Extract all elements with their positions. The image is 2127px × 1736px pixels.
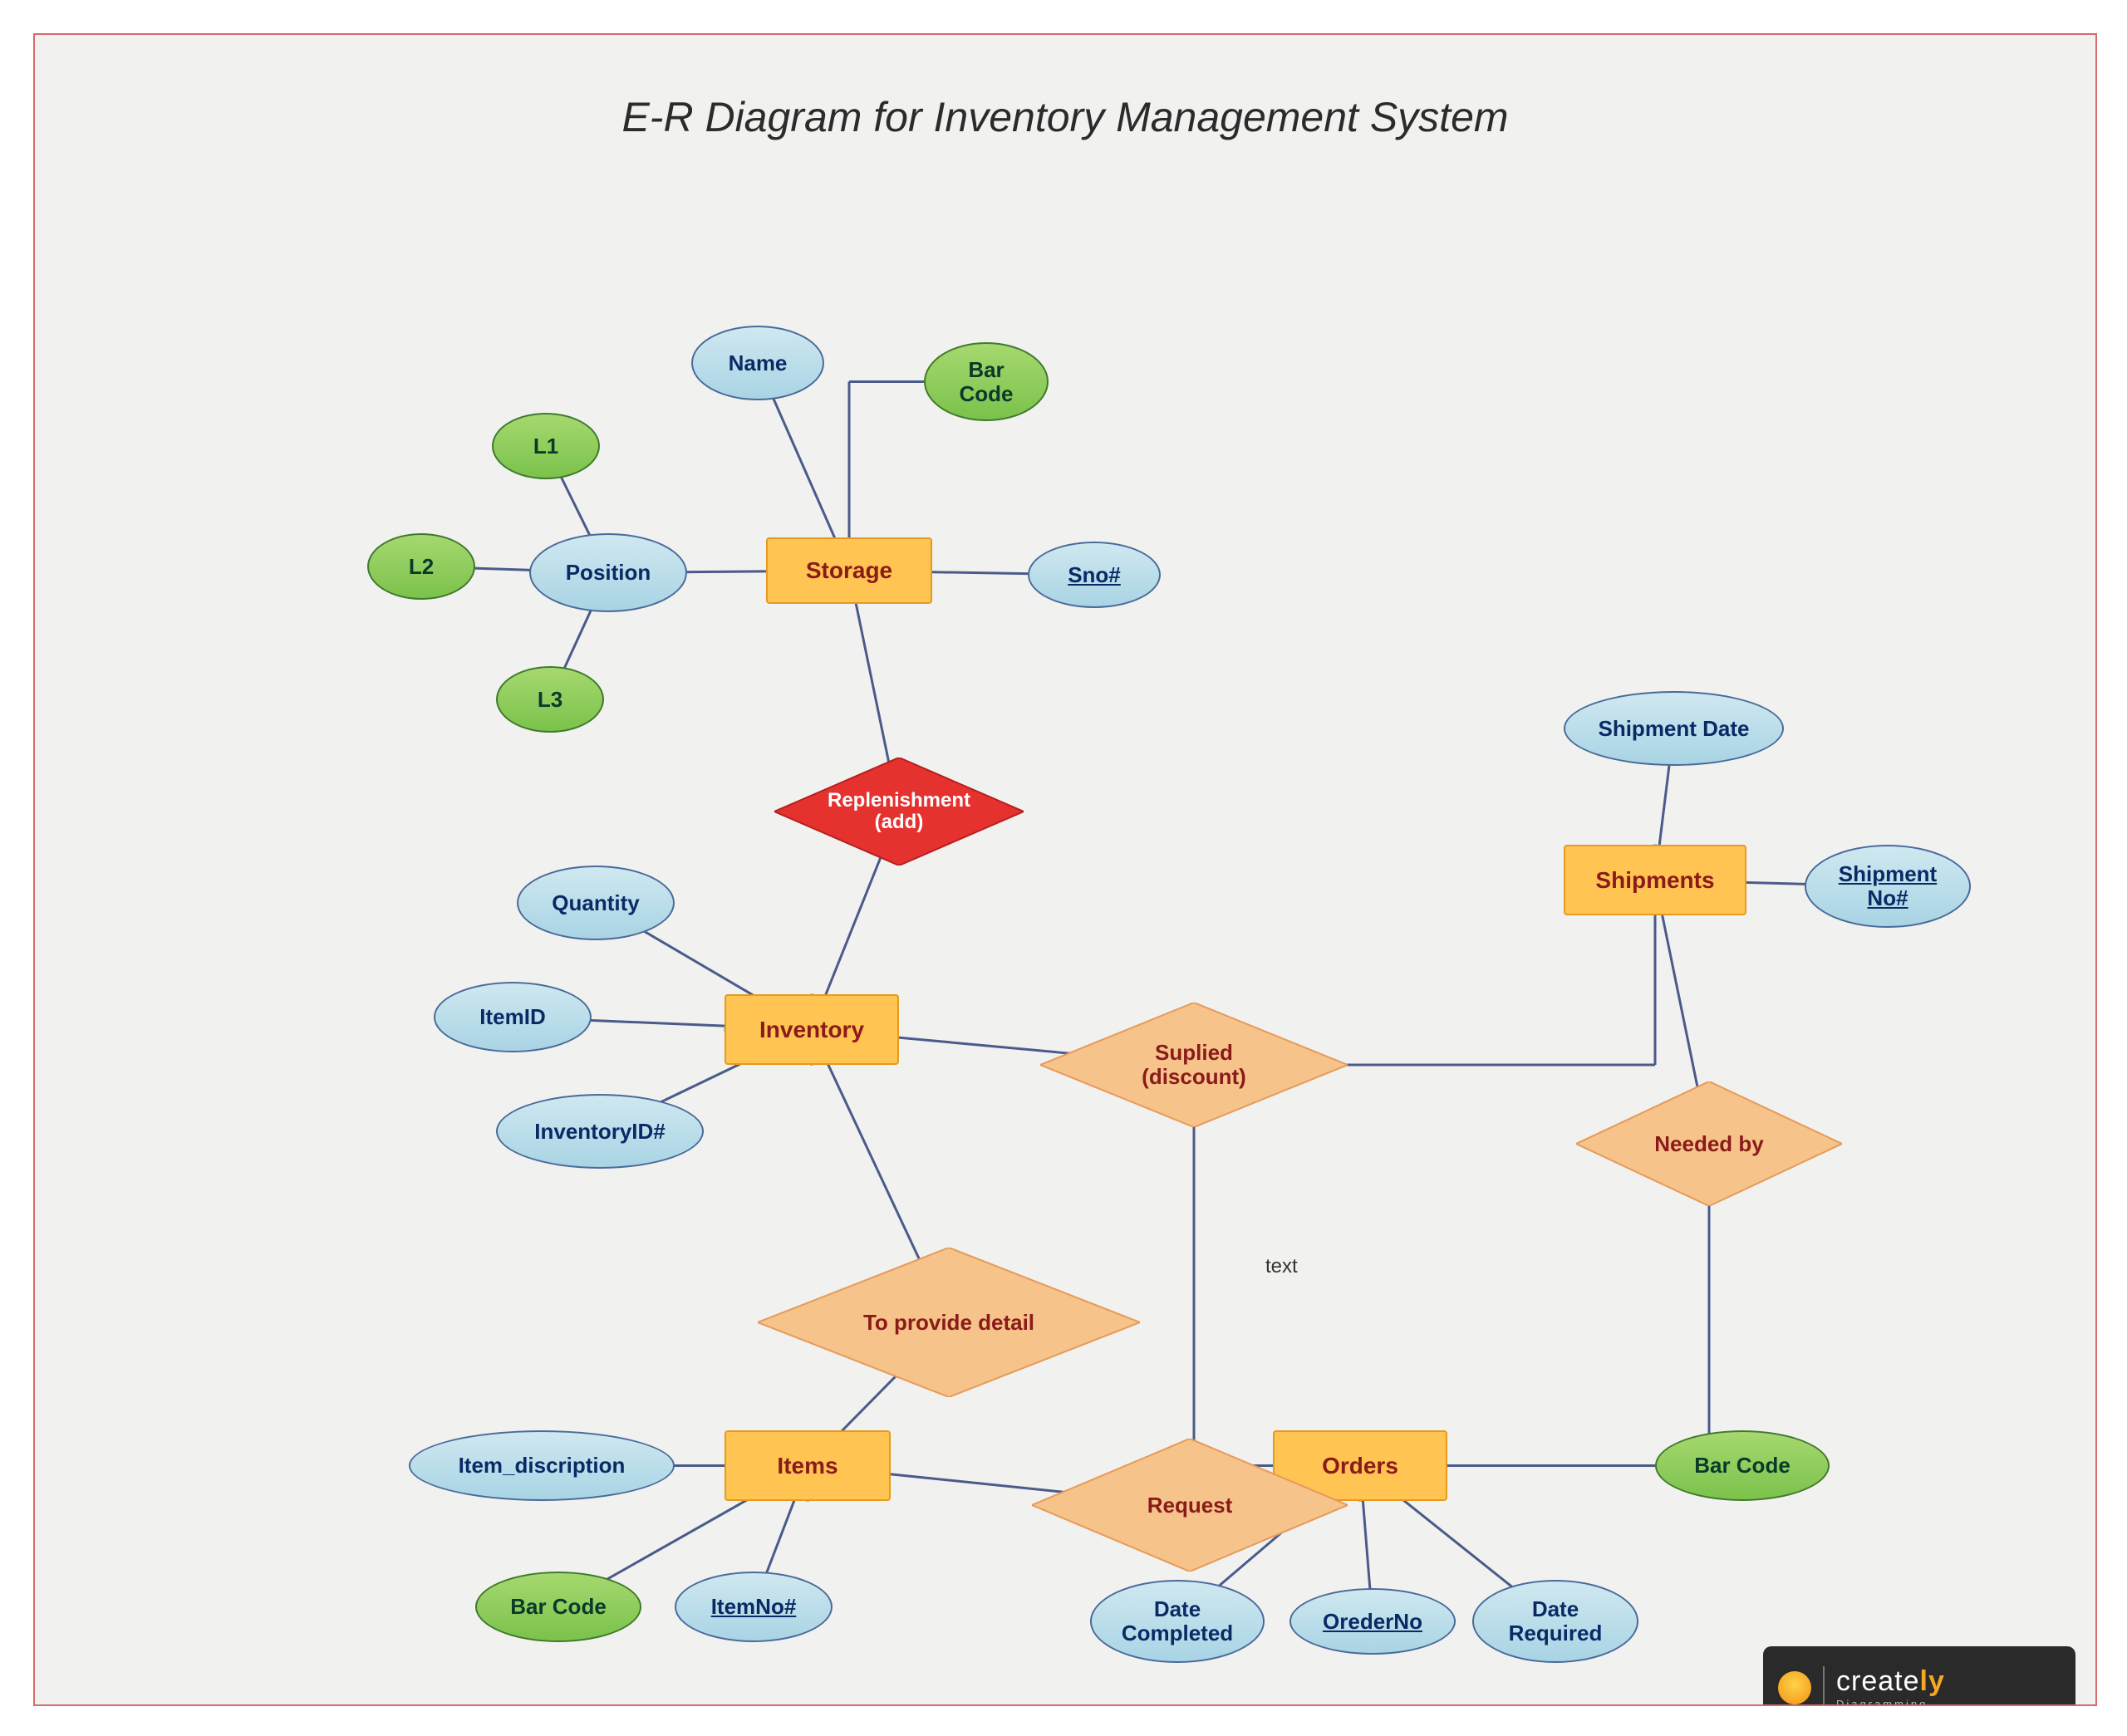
relationship-needed: Needed by (1576, 1081, 1842, 1206)
attribute-date_comp: Date Completed (1090, 1580, 1265, 1663)
entity-shipments: Shipments (1564, 845, 1746, 915)
attribute-bar_code2: Bar Code (475, 1572, 641, 1642)
attribute-ship_date: Shipment Date (1564, 691, 1784, 766)
attribute-ship_no: Shipment No# (1805, 845, 1971, 928)
relationship-detail: To provide detail (758, 1248, 1140, 1397)
creately-badge: creately Diagramming (1763, 1646, 2075, 1706)
relationship-request: Request (1032, 1439, 1348, 1572)
attribute-quantity: Quantity (517, 866, 675, 940)
attribute-orderno: OrederNo (1289, 1588, 1456, 1655)
brand-subtitle: Diagramming (1836, 1699, 1945, 1707)
badge-brand: creately Diagramming (1836, 1667, 1945, 1707)
badge-separator (1823, 1666, 1825, 1706)
attribute-date_req: Date Required (1472, 1580, 1638, 1663)
diagram-frame: E-R Diagram for Inventory Management Sys… (33, 33, 2097, 1706)
attribute-l2: L2 (367, 533, 475, 600)
attribute-inventoryid: InventoryID# (496, 1094, 704, 1169)
entity-inventory: Inventory (725, 994, 899, 1065)
relationship-supplied: Suplied (discount) (1040, 1003, 1348, 1127)
attribute-name: Name (691, 326, 824, 400)
attribute-sno: Sno# (1028, 542, 1161, 608)
brand-suffix: ly (1920, 1665, 1945, 1697)
attribute-bar_code3: Bar Code (1655, 1430, 1830, 1501)
attribute-item_desc: Item_discription (409, 1430, 675, 1501)
entity-items: Items (725, 1430, 891, 1501)
attribute-bar_code1: Bar Code (924, 342, 1049, 421)
attribute-l1: L1 (492, 413, 600, 479)
brand-text: create (1836, 1665, 1920, 1697)
bulb-icon (1778, 1671, 1811, 1704)
edge-label: text (1260, 1253, 1303, 1280)
attribute-itemid: ItemID (434, 982, 592, 1052)
attribute-position: Position (529, 533, 687, 612)
attribute-l3: L3 (496, 666, 604, 733)
entity-storage: Storage (766, 537, 932, 604)
attribute-itemno: ItemNo# (675, 1572, 833, 1642)
diagram-title: E-R Diagram for Inventory Management Sys… (621, 93, 1508, 141)
relationship-replenish: Replenishment (add) (774, 758, 1024, 866)
